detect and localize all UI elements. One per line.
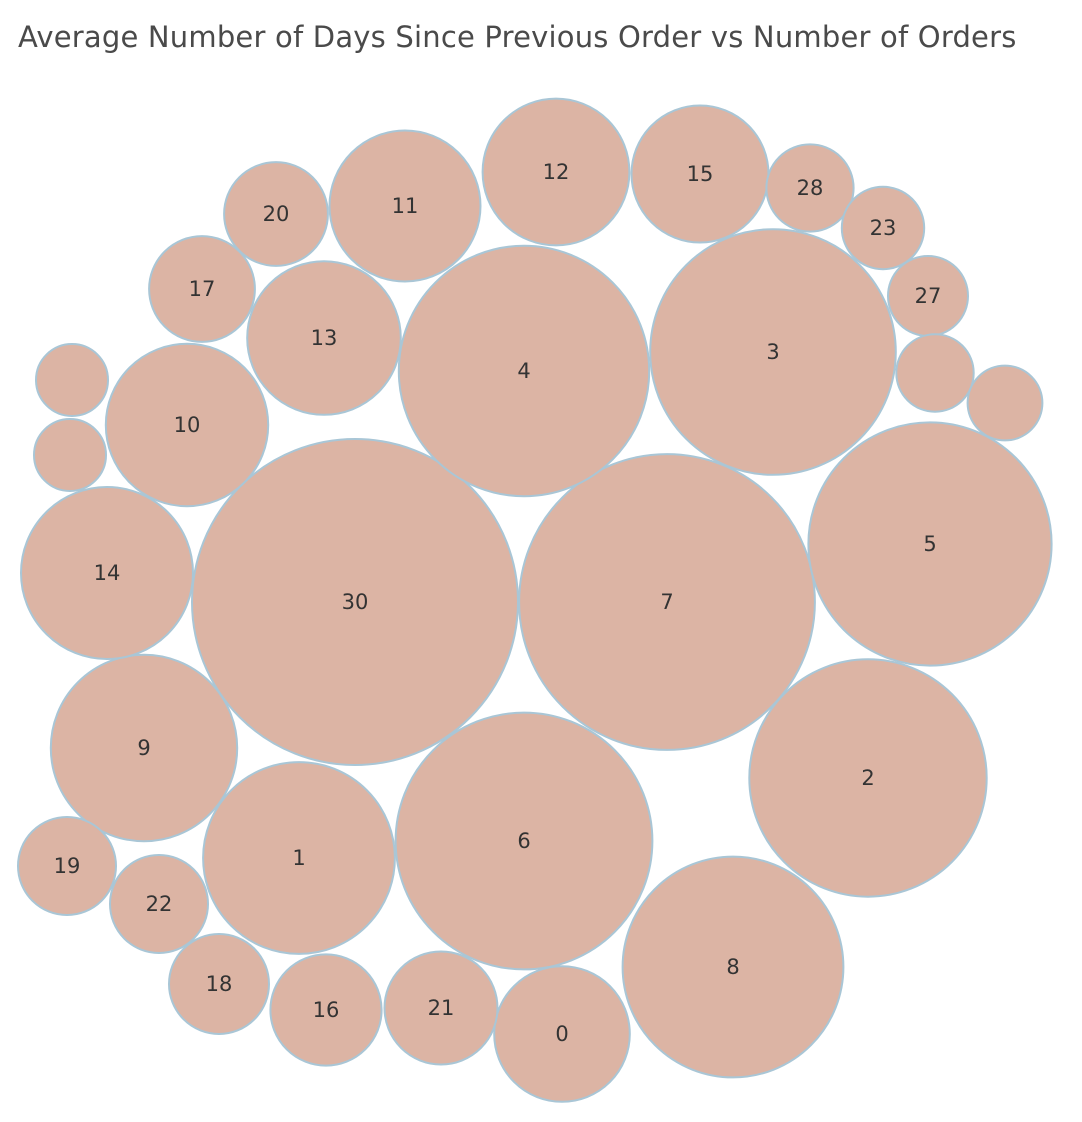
bubble-circle	[621, 855, 845, 1079]
bubble-circle	[649, 228, 897, 476]
bubble-label: 18	[206, 972, 233, 996]
bubble-circle	[765, 143, 855, 233]
bubble-circle	[328, 129, 482, 283]
bubble	[33, 418, 107, 492]
bubble-circle	[202, 761, 396, 955]
bubble-label: 3	[766, 340, 779, 364]
bubble-label: 21	[428, 996, 455, 1020]
bubble: 8	[621, 855, 845, 1079]
bubble-circle	[223, 161, 329, 267]
bubble-circle	[49, 653, 239, 843]
bubble: 10	[104, 342, 270, 508]
bubble: 0	[493, 965, 631, 1103]
bubble: 3	[649, 228, 897, 476]
bubble: 1	[202, 761, 396, 955]
bubble-circle	[394, 711, 654, 971]
bubble-label: 19	[54, 854, 81, 878]
bubble-circle	[104, 342, 270, 508]
bubble: 7	[518, 453, 816, 751]
bubble: 15	[630, 104, 770, 244]
bubble-label: 17	[189, 277, 216, 301]
bubble-label: 9	[137, 736, 150, 760]
bubble: 12	[481, 97, 631, 247]
bubble: 9	[49, 653, 239, 843]
bubble-label: 30	[342, 590, 369, 614]
bubble-label: 7	[660, 590, 673, 614]
bubble: 17	[148, 235, 256, 343]
bubble: 14	[20, 486, 194, 660]
bubble-circle	[35, 343, 109, 417]
bubble-circle	[397, 244, 651, 498]
bubble-circle	[269, 953, 383, 1067]
bubble	[895, 333, 975, 413]
bubble-label: 22	[146, 892, 173, 916]
bubble-label: 0	[555, 1022, 568, 1046]
bubble-circle	[17, 816, 117, 916]
bubble-label: 28	[797, 176, 824, 200]
bubble-circle	[518, 453, 816, 751]
bubble: 22	[109, 854, 209, 954]
bubble-label: 8	[726, 955, 739, 979]
bubble: 27	[887, 255, 969, 337]
bubble: 19	[17, 816, 117, 916]
bubble-label: 27	[915, 284, 942, 308]
bubble: 6	[394, 711, 654, 971]
bubble: 5	[807, 421, 1053, 667]
bubble-label: 10	[174, 413, 201, 437]
bubble: 21	[383, 950, 499, 1066]
bubble-circle	[109, 854, 209, 954]
bubble: 2	[748, 658, 988, 898]
bubble-label: 2	[861, 766, 874, 790]
bubble-label: 16	[313, 998, 340, 1022]
bubble-circle	[168, 933, 270, 1035]
bubble-label: 13	[311, 326, 338, 350]
bubble: 11	[328, 129, 482, 283]
bubble-label: 12	[543, 160, 570, 184]
bubble: 20	[223, 161, 329, 267]
bubble: 28	[765, 143, 855, 233]
bubble	[966, 364, 1044, 442]
bubble: 4	[397, 244, 651, 498]
bubble-label: 20	[263, 202, 290, 226]
chart-title: Average Number of Days Since Previous Or…	[18, 20, 1017, 54]
bubble-label: 5	[923, 532, 936, 556]
bubble-circle	[481, 97, 631, 247]
bubble-circle	[807, 421, 1053, 667]
bubble: 13	[246, 260, 402, 416]
bubble-circle	[20, 486, 194, 660]
bubble-circle	[33, 418, 107, 492]
bubble	[35, 343, 109, 417]
bubble-label: 23	[870, 216, 897, 240]
bubble: 23	[840, 185, 926, 271]
bubble: 30	[191, 438, 519, 766]
bubble-circle	[246, 260, 402, 416]
bubble-label: 11	[392, 194, 419, 218]
bubble-circle	[748, 658, 988, 898]
bubble-circle	[966, 364, 1044, 442]
bubble-circle	[191, 438, 519, 766]
bubble-label: 14	[94, 561, 121, 585]
bubble-label: 1	[292, 846, 305, 870]
bubble-circle	[148, 235, 256, 343]
bubble-label: 6	[517, 829, 530, 853]
bubble: 18	[168, 933, 270, 1035]
bubble-circle	[895, 333, 975, 413]
bubble-label: 4	[517, 359, 530, 383]
bubble-label: 15	[687, 162, 714, 186]
bubble-circle	[383, 950, 499, 1066]
bubble: 16	[269, 953, 383, 1067]
bubble-circle	[493, 965, 631, 1103]
bubble-circle	[840, 185, 926, 271]
